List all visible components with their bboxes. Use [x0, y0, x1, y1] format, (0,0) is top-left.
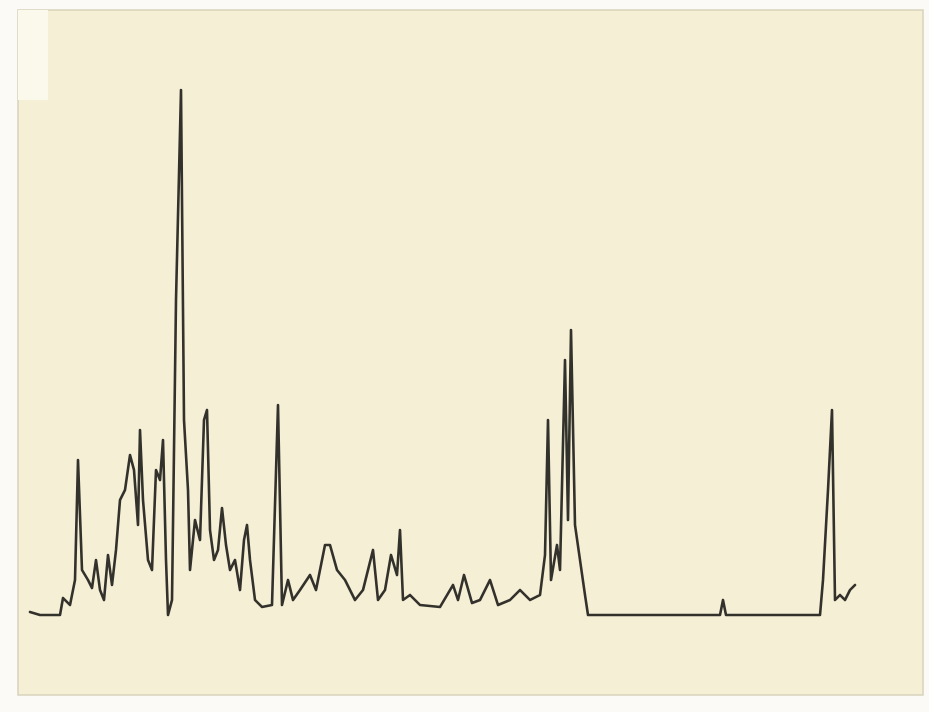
trace-line [28, 88, 857, 617]
print-paper [17, 9, 924, 696]
paper-wear [18, 10, 48, 100]
